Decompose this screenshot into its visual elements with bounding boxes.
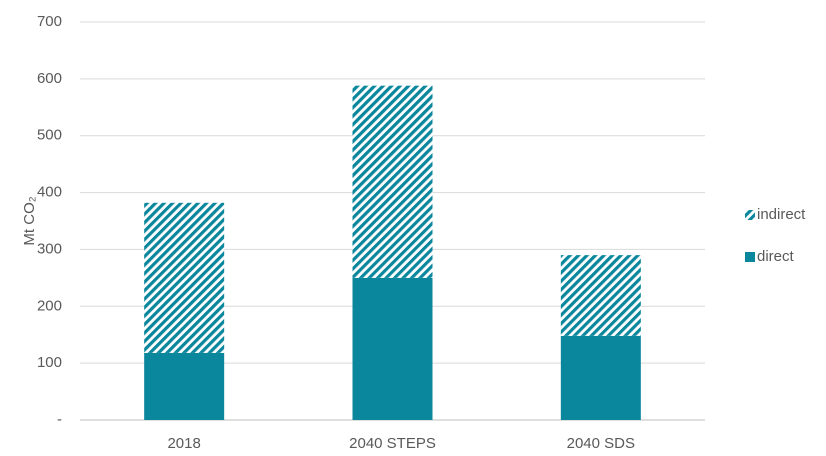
y-tick-label: 600 [37,70,62,87]
bar-segment [352,277,433,420]
bar-segment [144,202,225,353]
legend-label: direct [757,248,795,265]
legend-label: indirect [757,206,806,223]
bar-segment [560,255,641,336]
y-axis-label: Mt CO₂ [21,196,38,245]
y-tick-label: 500 [37,127,62,144]
legend-swatch [745,252,755,262]
bar-segment [560,335,641,420]
bar-segment [144,352,225,420]
y-tick-label: 400 [37,184,62,201]
bar-segment [352,85,433,278]
y-tick-label: 300 [37,240,62,257]
y-tick-label: - [57,411,62,428]
x-tick-label: 2018 [167,435,200,452]
y-tick-label: 200 [37,297,62,314]
y-tick-label: 100 [37,354,62,371]
legend-swatch [745,210,755,220]
x-tick-label: 2040 STEPS [349,435,436,452]
y-tick-label: 700 [37,13,62,30]
x-tick-label: 2040 SDS [567,435,635,452]
